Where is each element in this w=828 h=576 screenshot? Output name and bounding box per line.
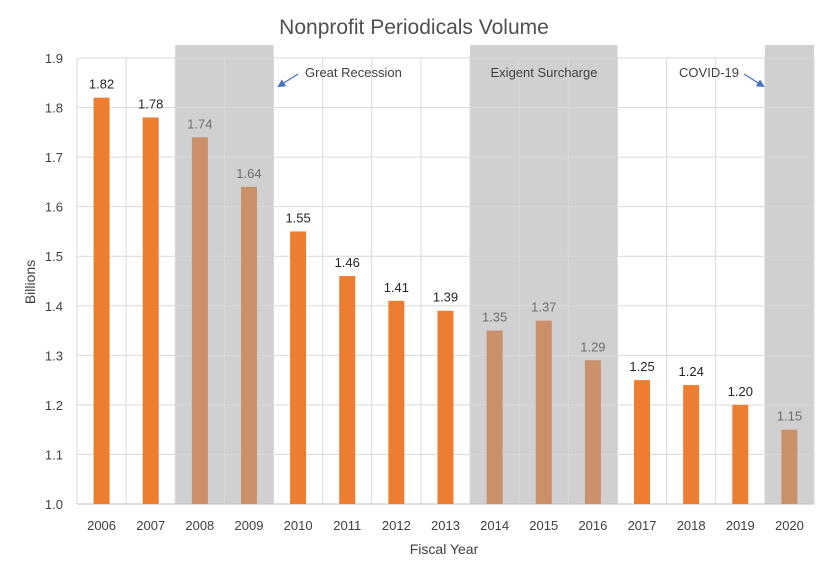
x-tick-label: 2019 [726,518,755,533]
data-label-2009: 1.64 [236,166,261,181]
bar-2017 [634,380,651,504]
data-label-2014: 1.35 [482,310,507,325]
annotations: Great Recession Exigent Surcharge COVID-19 [277,65,765,88]
bar-2016 [584,360,601,504]
x-tick-label: 2014 [480,518,509,533]
bar-2018 [683,385,700,504]
bar-2013 [437,310,454,504]
bar-2007 [142,117,159,504]
bar-2010 [290,231,307,504]
x-tick-label: 2016 [578,518,607,533]
bar-2006 [93,97,110,505]
y-tick-label: 1.1 [45,447,63,462]
x-tick-label: 2012 [382,518,411,533]
x-axis-title: Fiscal Year [410,541,479,557]
bar-2009 [240,186,257,504]
x-tick-label: 2008 [185,518,214,533]
data-label-2012: 1.41 [384,280,409,295]
y-axis-ticks: 1.0 1.1 1.2 1.3 1.4 1.5 1.6 1.7 1.8 1.9 [45,51,63,512]
y-tick-label: 1.5 [45,249,63,264]
y-tick-label: 1.2 [45,398,63,413]
bar-2008 [191,137,208,505]
bar-2012 [388,300,405,504]
y-tick-label: 1.3 [45,348,63,363]
annotation-great-recession: Great Recession [305,65,402,80]
x-tick-label: 2007 [136,518,165,533]
x-axis-ticks: 2006 2007 2008 2009 2010 2011 2012 2013 2014 2015… [87,518,804,533]
y-tick-label: 1.6 [45,200,63,215]
y-tick-label: 1.0 [45,497,63,512]
y-tick-label: 1.8 [45,101,63,116]
chart-title: Nonprofit Periodicals Volume [279,16,549,39]
x-tick-label: 2006 [87,518,116,533]
data-labels: 1.82 1.78 1.74 1.64 1.55 1.46 1.41 1.39 1.35 1.37… [89,77,802,424]
arrow-great-recession [277,73,299,88]
y-axis-title: Billions [22,260,38,304]
x-tick-label: 2018 [677,518,706,533]
annotation-exigent-surcharge: Exigent Surcharge [491,65,598,80]
data-label-2020: 1.15 [777,409,802,424]
data-label-2010: 1.55 [285,210,310,225]
data-label-2017: 1.25 [629,359,654,374]
x-tick-label: 2015 [529,518,558,533]
bar-2015 [535,320,552,504]
data-label-2006: 1.82 [89,77,114,92]
bars [93,97,798,505]
shaded-period-2 [764,45,814,504]
data-label-2007: 1.78 [138,96,163,111]
x-tick-label: 2020 [775,518,804,533]
x-tick-label: 2011 [333,518,361,533]
data-label-2019: 1.20 [728,384,753,399]
bar-2011 [339,276,356,504]
x-tick-label: 2017 [628,518,657,533]
annotation-covid-19: COVID-19 [679,65,739,80]
y-tick-label: 1.7 [45,150,63,165]
x-tick-label: 2009 [235,518,264,533]
data-label-2011: 1.46 [335,255,360,270]
y-tick-label: 1.9 [45,51,63,66]
x-tick-label: 2010 [284,518,313,533]
y-tick-label: 1.4 [45,299,63,314]
data-label-2016: 1.29 [580,339,605,354]
bar-2020 [781,429,798,504]
bar-2019 [732,404,749,504]
data-label-2008: 1.74 [187,116,212,131]
data-label-2018: 1.24 [679,364,704,379]
bar-2014 [486,330,503,504]
arrow-covid-19 [743,73,765,88]
data-label-2013: 1.39 [433,290,458,305]
x-tick-label: 2013 [431,518,460,533]
data-label-2015: 1.37 [531,300,556,315]
